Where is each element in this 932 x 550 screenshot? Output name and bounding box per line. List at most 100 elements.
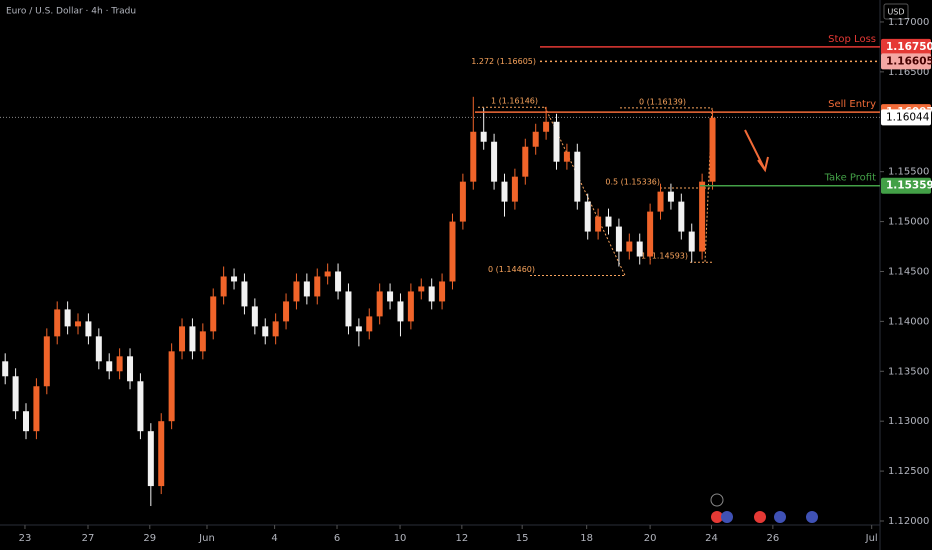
candle-body	[615, 226, 622, 252]
event-icon	[721, 511, 733, 523]
candle-body	[376, 291, 383, 317]
chart-title: Euro / U.S. Dollar · 4h · Tradu	[6, 7, 136, 17]
x-tick-label: 26	[766, 533, 779, 544]
candle-body	[407, 291, 414, 322]
x-tick-label: Jun	[198, 533, 215, 544]
candle-body	[231, 276, 238, 282]
candle-body	[251, 306, 258, 327]
candle-body	[262, 326, 269, 337]
candle-body	[605, 216, 612, 227]
fib-label: 0.5 (1.15336)	[605, 178, 660, 187]
candle-body	[511, 176, 518, 202]
event-icons	[710, 493, 818, 523]
currency: USD	[887, 8, 904, 17]
candle-body	[355, 326, 362, 332]
candle-body	[563, 151, 570, 162]
candle-body	[85, 321, 92, 337]
event-icon	[710, 493, 724, 507]
candle-body	[366, 316, 373, 332]
currency-box[interactable]	[883, 3, 909, 20]
event-icon	[711, 511, 723, 523]
candle-body	[553, 121, 560, 162]
price-tag	[881, 38, 931, 55]
event-icon	[806, 511, 818, 523]
candle-body	[532, 131, 539, 147]
y-tick-label: 1.16500	[888, 67, 929, 78]
y-tick-label: 1.15500	[888, 167, 929, 178]
x-tick-label: 24	[705, 533, 718, 544]
candle-body	[137, 381, 144, 432]
candle-body	[179, 326, 186, 352]
candle-body	[647, 211, 654, 257]
level-label: Sell Entry	[828, 99, 876, 110]
candle-body	[106, 361, 113, 372]
candle-body	[584, 201, 591, 232]
candle-body	[293, 281, 300, 302]
candle-body	[667, 191, 674, 202]
candle-body	[522, 146, 529, 177]
candle-body	[23, 411, 30, 432]
fib-label: 0 (1.16139)	[639, 97, 686, 106]
candle-body	[449, 221, 456, 282]
level-label: Stop Loss	[828, 34, 876, 45]
event-icon	[754, 511, 766, 523]
candle-body	[33, 386, 40, 432]
candle-body	[387, 291, 394, 302]
level-label: 1.272 (1.16605)	[471, 57, 536, 66]
event-icon	[774, 511, 786, 523]
candle-body	[459, 181, 466, 222]
x-tick-label: 20	[644, 533, 657, 544]
y-tick-label: 1.13500	[888, 366, 929, 377]
y-tick-label: 1.17000	[888, 17, 929, 28]
price-tag-label: 1.16044	[886, 111, 930, 123]
level-label: Take Profit	[824, 173, 877, 184]
candle-body	[127, 356, 134, 382]
price-tag	[881, 177, 931, 194]
candle-body	[220, 276, 227, 297]
candle-body	[397, 301, 404, 322]
candle-body	[2, 361, 9, 377]
candle-body	[241, 281, 248, 307]
candle-body	[168, 351, 175, 422]
candle-body	[43, 336, 50, 387]
candle-body	[64, 309, 71, 327]
price-tag-label: 1.16750	[886, 41, 932, 53]
x-tick-label: 23	[19, 533, 32, 544]
candle-body	[147, 431, 154, 487]
candle-body	[480, 131, 487, 142]
price-tag	[881, 53, 931, 70]
price-tag	[881, 109, 931, 126]
candle-body	[199, 331, 206, 352]
candle-body	[12, 376, 19, 412]
y-tick-label: 1.12500	[888, 466, 929, 477]
candle-body	[345, 291, 352, 327]
fib-label: 1 (1.14593)	[641, 252, 688, 261]
candle-body	[636, 241, 643, 257]
candle-body	[574, 151, 581, 202]
arrow	[744, 129, 769, 173]
candle-body	[699, 181, 706, 252]
x-tick-label: Jul	[865, 533, 878, 544]
candle-body	[54, 309, 61, 337]
x-tick-label: 6	[334, 533, 340, 544]
x-tick-label: 10	[394, 533, 407, 544]
x-tick-label: 15	[516, 533, 529, 544]
candle-body	[189, 326, 196, 352]
candle-body	[543, 121, 550, 132]
x-tick-label: 12	[455, 533, 468, 544]
candle-body	[678, 201, 685, 232]
candle-body	[95, 336, 102, 362]
x-tick-label: 27	[82, 533, 95, 544]
candle-body	[210, 296, 217, 332]
y-tick-label: 1.13000	[888, 416, 929, 427]
candle-body	[501, 181, 508, 202]
y-tick-label: 1.14000	[888, 316, 929, 327]
candle-body	[116, 356, 123, 372]
fib-label: 0 (1.14460)	[488, 265, 535, 274]
candle-body	[314, 276, 321, 297]
candle-body	[595, 216, 602, 232]
candle-body	[335, 271, 342, 292]
x-tick-label: 4	[271, 533, 277, 544]
